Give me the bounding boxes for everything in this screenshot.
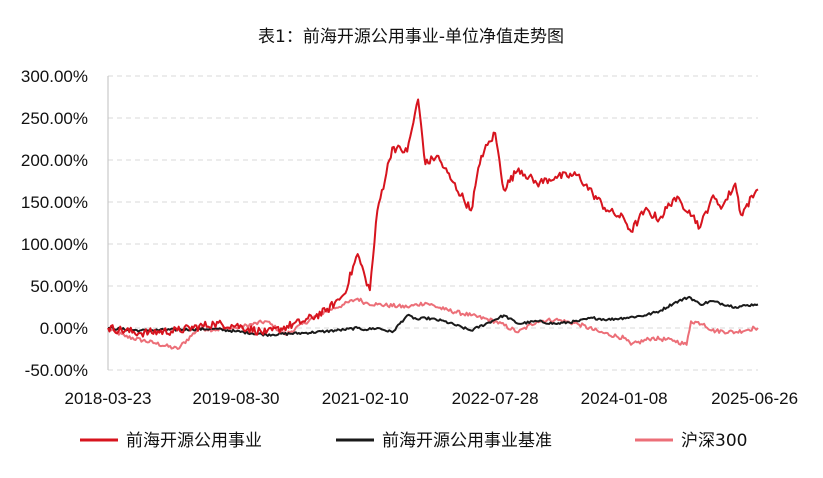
series-line bbox=[107, 295, 759, 337]
x-tick-label: 2022-07-28 bbox=[452, 389, 539, 408]
x-tick-label: 2025-06-26 bbox=[711, 389, 798, 408]
legend: 前海开源公用事业 前海开源公用事业基准 沪深300 bbox=[80, 431, 747, 451]
legend-label: 前海开源公用事业基准 bbox=[382, 431, 552, 451]
y-tick-label: 300.00% bbox=[21, 67, 88, 86]
y-tick-label: 0.00% bbox=[40, 319, 88, 338]
x-tick-label: 2018-03-23 bbox=[65, 389, 152, 408]
y-tick-label: -50.00% bbox=[25, 361, 88, 380]
legend-label: 前海开源公用事业 bbox=[126, 431, 262, 451]
series-lines bbox=[107, 98, 759, 350]
y-tick-label: 150.00% bbox=[21, 193, 88, 212]
x-tick-label: 2024-01-08 bbox=[581, 389, 668, 408]
x-tick-label: 2019-08-30 bbox=[193, 389, 280, 408]
legend-label: 沪深300 bbox=[681, 431, 747, 451]
y-tick-label: 250.00% bbox=[21, 109, 88, 128]
y-tick-label: 50.00% bbox=[30, 277, 88, 296]
series-line bbox=[107, 297, 759, 350]
y-tick-label: 100.00% bbox=[21, 235, 88, 254]
x-tick-label: 2021-02-10 bbox=[322, 389, 409, 408]
chart-title: 表1：前海开源公用事业-单位净值走势图 bbox=[258, 27, 564, 47]
y-axis-tick-labels: 300.00% 250.00% 200.00% 150.00% 100.00% 50.00… bbox=[21, 67, 88, 380]
y-tick-label: 200.00% bbox=[21, 151, 88, 170]
x-axis-tick-labels: 2018-03-23 2019-08-30 2021-02-10 2022-07-28… bbox=[65, 389, 799, 408]
series-line bbox=[107, 98, 759, 338]
